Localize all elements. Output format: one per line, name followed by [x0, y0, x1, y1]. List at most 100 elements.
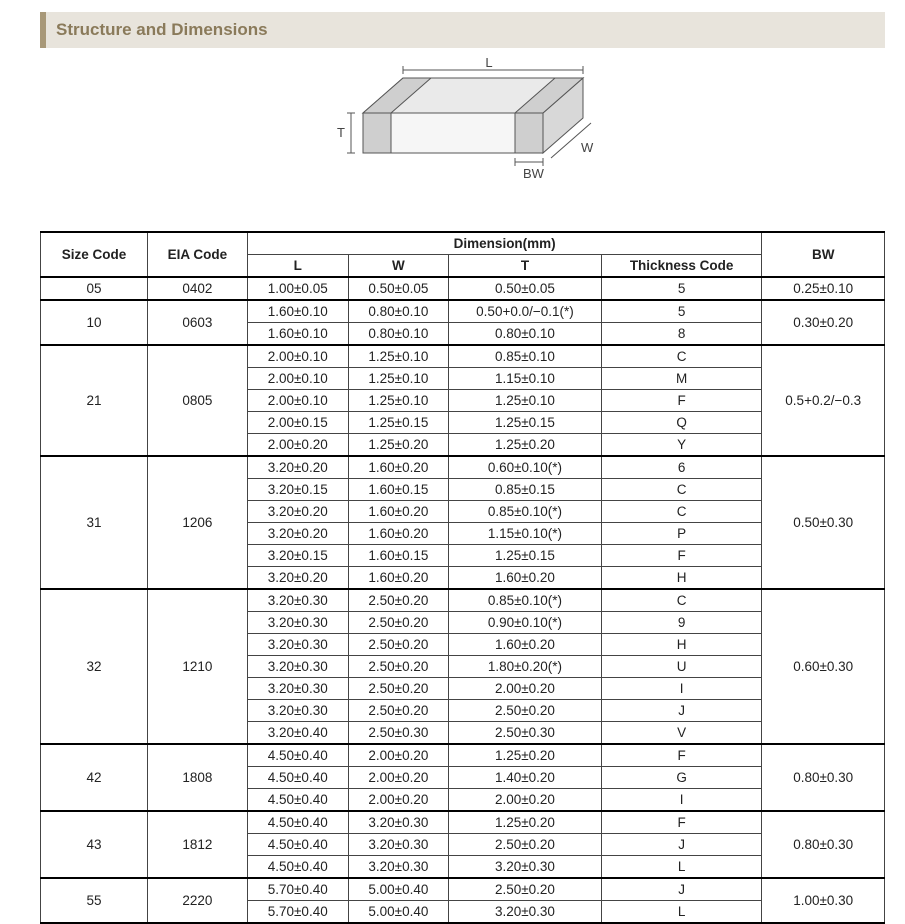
col-thickness: Thickness Code	[601, 255, 762, 278]
cell-W: 5.00±0.40	[348, 878, 449, 901]
col-T: T	[449, 255, 602, 278]
cell-tc: C	[601, 501, 762, 523]
cell-bw: 0.5+0.2/−0.3	[762, 345, 885, 456]
cell-tc: 9	[601, 612, 762, 634]
cell-bw: 1.00±0.30	[762, 878, 885, 923]
cell-bw: 0.50±0.30	[762, 456, 885, 589]
cell-L: 4.50±0.40	[247, 834, 348, 856]
cell-T: 0.85±0.10(*)	[449, 589, 602, 612]
cell-tc: 5	[601, 300, 762, 323]
cell-bw: 0.80±0.30	[762, 811, 885, 878]
section-header: Structure and Dimensions	[40, 12, 885, 48]
cell-L: 3.20±0.20	[247, 523, 348, 545]
cell-W: 0.80±0.10	[348, 300, 449, 323]
cell-tc: C	[601, 589, 762, 612]
cell-T: 2.00±0.20	[449, 789, 602, 812]
dim-L-label: L	[485, 58, 492, 70]
cell-eia: 0805	[147, 345, 247, 456]
cell-T: 1.25±0.15	[449, 545, 602, 567]
cell-L: 3.20±0.15	[247, 545, 348, 567]
cell-T: 0.90±0.10(*)	[449, 612, 602, 634]
cell-T: 1.25±0.10	[449, 390, 602, 412]
cell-L: 1.60±0.10	[247, 323, 348, 346]
cell-W: 3.20±0.30	[348, 834, 449, 856]
cell-size: 32	[41, 589, 148, 744]
cell-W: 1.60±0.15	[348, 479, 449, 501]
cell-L: 3.20±0.15	[247, 479, 348, 501]
cell-T: 1.60±0.20	[449, 634, 602, 656]
cell-eia: 0603	[147, 300, 247, 345]
cell-tc: G	[601, 767, 762, 789]
cell-tc: J	[601, 700, 762, 722]
cell-W: 1.60±0.20	[348, 456, 449, 479]
cell-size: 42	[41, 744, 148, 811]
cell-bw: 0.80±0.30	[762, 744, 885, 811]
cell-tc: F	[601, 390, 762, 412]
cell-L: 3.20±0.30	[247, 700, 348, 722]
cell-W: 0.50±0.05	[348, 277, 449, 300]
cell-W: 1.60±0.20	[348, 501, 449, 523]
cell-T: 1.25±0.20	[449, 434, 602, 457]
cell-bw: 0.30±0.20	[762, 300, 885, 345]
cell-W: 1.25±0.10	[348, 390, 449, 412]
cell-eia: 0402	[147, 277, 247, 300]
cell-W: 1.25±0.10	[348, 368, 449, 390]
cell-T: 1.40±0.20	[449, 767, 602, 789]
cell-L: 2.00±0.20	[247, 434, 348, 457]
cell-L: 3.20±0.20	[247, 567, 348, 590]
cell-eia: 2220	[147, 878, 247, 923]
cell-T: 0.60±0.10(*)	[449, 456, 602, 479]
cell-W: 2.00±0.20	[348, 744, 449, 767]
cell-tc: J	[601, 878, 762, 901]
cell-L: 3.20±0.30	[247, 678, 348, 700]
cell-L: 1.60±0.10	[247, 300, 348, 323]
col-bw: BW	[762, 232, 885, 277]
cell-tc: H	[601, 634, 762, 656]
cell-tc: I	[601, 678, 762, 700]
cell-tc: L	[601, 856, 762, 879]
cell-L: 5.70±0.40	[247, 878, 348, 901]
cell-W: 1.25±0.20	[348, 434, 449, 457]
cell-size: 05	[41, 277, 148, 300]
cell-size: 21	[41, 345, 148, 456]
cell-W: 1.60±0.20	[348, 567, 449, 590]
cell-bw: 0.60±0.30	[762, 589, 885, 744]
cell-T: 1.15±0.10(*)	[449, 523, 602, 545]
cell-tc: F	[601, 811, 762, 834]
col-L: L	[247, 255, 348, 278]
col-dimension-group: Dimension(mm)	[247, 232, 762, 255]
cell-T: 1.15±0.10	[449, 368, 602, 390]
cell-W: 3.20±0.30	[348, 811, 449, 834]
cell-L: 1.00±0.05	[247, 277, 348, 300]
dim-BW-label: BW	[523, 166, 545, 181]
cell-tc: 6	[601, 456, 762, 479]
cell-T: 2.50±0.20	[449, 700, 602, 722]
cell-L: 3.20±0.40	[247, 722, 348, 745]
cell-W: 2.50±0.20	[348, 656, 449, 678]
cell-T: 3.20±0.30	[449, 856, 602, 879]
cell-L: 3.20±0.30	[247, 612, 348, 634]
cell-tc: I	[601, 789, 762, 812]
cell-W: 2.50±0.20	[348, 589, 449, 612]
cell-T: 0.80±0.10	[449, 323, 602, 346]
cell-W: 2.50±0.20	[348, 678, 449, 700]
col-size: Size Code	[41, 232, 148, 277]
cell-T: 0.85±0.15	[449, 479, 602, 501]
cell-T: 0.50+0.0/−0.1(*)	[449, 300, 602, 323]
cell-tc: Q	[601, 412, 762, 434]
cell-size: 31	[41, 456, 148, 589]
cell-W: 2.50±0.30	[348, 722, 449, 745]
cell-tc: V	[601, 722, 762, 745]
cell-size: 55	[41, 878, 148, 923]
component-diagram: L W T BW	[0, 58, 905, 213]
cell-tc: F	[601, 545, 762, 567]
cell-L: 3.20±0.30	[247, 634, 348, 656]
cell-size: 43	[41, 811, 148, 878]
cell-size: 10	[41, 300, 148, 345]
cell-eia: 1808	[147, 744, 247, 811]
cell-T: 3.20±0.30	[449, 901, 602, 924]
cell-T: 1.25±0.20	[449, 744, 602, 767]
dim-T-label: T	[337, 125, 345, 140]
cell-eia: 1812	[147, 811, 247, 878]
cell-W: 1.60±0.15	[348, 545, 449, 567]
